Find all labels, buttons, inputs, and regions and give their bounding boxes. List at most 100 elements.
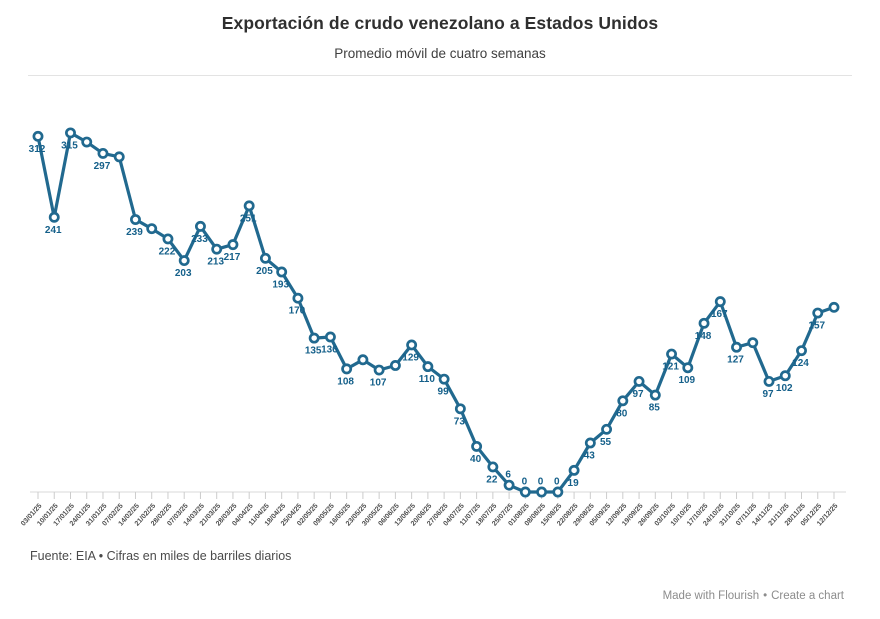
- data-point[interactable]: [146, 223, 158, 235]
- data-point[interactable]: [194, 220, 206, 232]
- data-point[interactable]: [568, 464, 580, 476]
- data-point-label: 148: [695, 331, 712, 342]
- data-point-label: 157: [808, 321, 825, 332]
- data-point[interactable]: [714, 296, 726, 308]
- data-point[interactable]: [828, 301, 840, 313]
- data-point[interactable]: [503, 479, 515, 491]
- data-point[interactable]: [357, 354, 369, 366]
- data-point[interactable]: [471, 440, 483, 452]
- data-point-label: 0: [538, 477, 544, 488]
- data-point-label: 99: [438, 387, 450, 398]
- data-point-label: 0: [522, 477, 528, 488]
- data-point[interactable]: [731, 341, 742, 353]
- data-point-label: 251: [240, 213, 257, 224]
- data-point-label: 19: [568, 478, 580, 489]
- data-point[interactable]: [601, 423, 613, 435]
- data-point[interactable]: [633, 375, 645, 387]
- data-point-label: 110: [419, 374, 436, 385]
- data-point-label: 135: [305, 346, 322, 357]
- data-point-label: 0: [554, 477, 560, 488]
- data-point[interactable]: [649, 389, 661, 401]
- data-point[interactable]: [519, 486, 531, 498]
- data-point[interactable]: [178, 255, 190, 267]
- data-point[interactable]: [81, 136, 93, 148]
- data-point-label: 315: [61, 140, 78, 151]
- data-point-label: 193: [272, 279, 289, 290]
- data-point-label: 136: [321, 344, 338, 355]
- data-point[interactable]: [308, 332, 320, 344]
- credit-separator: •: [763, 590, 768, 602]
- source-note: Fuente: EIA • Cifras en miles de barrile…: [30, 549, 292, 563]
- data-point-label: 222: [159, 246, 176, 257]
- data-point-label: 239: [126, 227, 143, 238]
- data-point[interactable]: [454, 403, 466, 415]
- data-point[interactable]: [422, 361, 434, 373]
- data-point-label: 97: [632, 389, 644, 400]
- data-point-label: 80: [616, 408, 628, 419]
- data-point[interactable]: [584, 437, 596, 449]
- data-point[interactable]: [162, 233, 174, 245]
- data-point-label: 73: [454, 416, 466, 427]
- data-point-label: 107: [370, 378, 387, 389]
- data-point[interactable]: [698, 317, 710, 329]
- data-point[interactable]: [536, 486, 548, 498]
- data-point[interactable]: [324, 331, 336, 343]
- data-point-label: 40: [470, 454, 482, 465]
- data-point-label: 170: [289, 306, 306, 317]
- line-chart: 03/01/2510/01/2517/01/2524/01/2531/01/25…: [20, 127, 846, 528]
- data-point[interactable]: [227, 239, 239, 251]
- flourish-credit: Made with Flourish • Create a chart: [663, 590, 844, 602]
- data-point-label: 205: [256, 266, 273, 277]
- create-a-chart-link[interactable]: Create a chart: [771, 590, 844, 602]
- data-point[interactable]: [438, 373, 450, 385]
- data-point-label: 43: [584, 450, 596, 461]
- data-point-label: 127: [727, 355, 744, 366]
- data-point[interactable]: [292, 292, 304, 304]
- data-point-label: 6: [505, 470, 511, 481]
- data-point[interactable]: [682, 362, 694, 374]
- data-point[interactable]: [389, 360, 401, 371]
- data-point-label: 109: [678, 375, 695, 386]
- data-point[interactable]: [259, 252, 271, 264]
- data-point[interactable]: [130, 214, 141, 225]
- data-point-label: 233: [191, 234, 208, 245]
- data-point[interactable]: [243, 200, 255, 212]
- chart-subtitle: Promedio móvil de cuatro semanas: [334, 46, 546, 61]
- data-point[interactable]: [97, 147, 109, 159]
- data-point-label: 312: [29, 144, 46, 155]
- data-point[interactable]: [747, 337, 759, 349]
- data-point-label: 203: [175, 268, 192, 279]
- data-point[interactable]: [812, 307, 824, 319]
- data-point[interactable]: [276, 266, 288, 278]
- data-point-label: 129: [402, 352, 419, 363]
- chart-title: Exportación de crudo venezolano a Estado…: [221, 13, 659, 33]
- made-with-flourish-link[interactable]: Made with Flourish: [662, 590, 760, 602]
- data-point[interactable]: [487, 461, 499, 473]
- data-point-label: 121: [662, 362, 679, 373]
- data-point-label: 167: [711, 309, 728, 320]
- data-point[interactable]: [113, 151, 125, 163]
- data-point[interactable]: [341, 363, 353, 375]
- data-point-label: 217: [224, 252, 241, 263]
- data-point-label: 102: [776, 383, 793, 394]
- data-point-label: 124: [792, 358, 809, 369]
- data-point[interactable]: [779, 370, 791, 382]
- data-point-label: 85: [649, 403, 661, 414]
- data-point[interactable]: [65, 127, 76, 139]
- data-point[interactable]: [666, 348, 678, 360]
- data-point[interactable]: [32, 130, 44, 142]
- data-point-label: 55: [600, 437, 612, 448]
- data-point[interactable]: [552, 486, 564, 498]
- data-point[interactable]: [796, 345, 807, 357]
- header-divider: [28, 75, 852, 76]
- data-point[interactable]: [373, 364, 385, 376]
- data-point[interactable]: [763, 375, 775, 387]
- data-point[interactable]: [48, 211, 60, 223]
- data-point-label: 97: [762, 389, 774, 400]
- data-point-label: 22: [486, 474, 498, 485]
- data-point[interactable]: [617, 395, 629, 407]
- data-point[interactable]: [406, 339, 418, 351]
- data-point[interactable]: [211, 243, 223, 255]
- data-point-label: 297: [94, 161, 111, 172]
